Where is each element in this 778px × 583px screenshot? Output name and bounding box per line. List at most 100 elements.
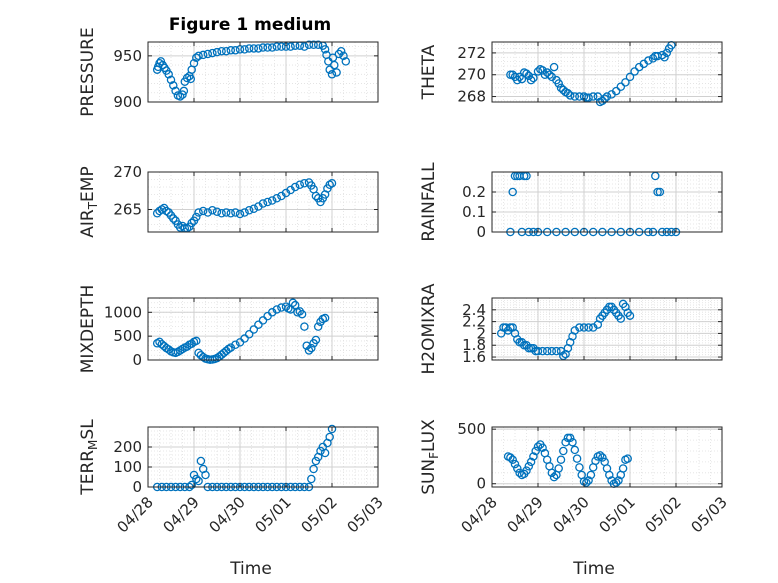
data-point xyxy=(538,66,547,75)
data-point xyxy=(231,340,240,349)
data-point xyxy=(515,72,524,82)
data-point xyxy=(240,208,249,217)
data-point xyxy=(506,453,515,462)
data-point xyxy=(570,445,580,455)
axes-box xyxy=(147,426,379,488)
y-axis-label: TERRMSL xyxy=(78,419,100,496)
data-point xyxy=(625,311,635,320)
subplot-pressure: 900 950 PRESSURE xyxy=(78,27,379,117)
y-tick-label: 272 xyxy=(457,44,486,62)
data-point xyxy=(533,442,543,451)
data-point xyxy=(309,40,318,50)
y-tick-label: 2.4 xyxy=(462,301,486,319)
data-point xyxy=(522,69,531,78)
data-point xyxy=(510,459,520,469)
axes-box xyxy=(491,41,723,103)
data-point xyxy=(524,71,534,81)
data-point xyxy=(327,70,337,79)
data-point xyxy=(575,463,584,472)
data-point xyxy=(653,187,662,197)
data-point xyxy=(249,325,259,334)
data-point xyxy=(192,212,201,222)
data-point xyxy=(655,187,665,197)
data-point xyxy=(506,70,515,79)
axes-box xyxy=(147,297,379,361)
data-point xyxy=(187,218,196,228)
y-tick-label: 2.2 xyxy=(462,313,486,331)
y-axis-label: AIRTEMP xyxy=(78,166,100,237)
data-point xyxy=(332,68,341,77)
data-point xyxy=(267,43,277,52)
y-tick-label: 950 xyxy=(113,47,142,65)
data-point xyxy=(526,457,536,467)
data-point xyxy=(559,446,568,456)
data-point xyxy=(630,67,639,76)
x-axis-label-right: Time xyxy=(572,559,615,579)
axes-box xyxy=(491,426,723,488)
data-point xyxy=(625,72,635,82)
data-point xyxy=(196,456,206,466)
data-point xyxy=(304,346,314,355)
y-axis-label: RAINFALL xyxy=(419,162,439,242)
data-point xyxy=(194,51,203,61)
data-point xyxy=(545,70,554,79)
y-tick-label: 1000 xyxy=(104,303,142,321)
data-point xyxy=(194,476,203,486)
data-point xyxy=(595,451,605,460)
data-point xyxy=(529,73,538,83)
data-point xyxy=(605,470,614,480)
subplot-h2omixra: 1.61.822.22.4 H2OMIXRA xyxy=(419,283,723,375)
data-point xyxy=(325,432,334,442)
data-point xyxy=(327,178,337,188)
data-point xyxy=(575,323,584,332)
axes-box xyxy=(491,297,723,361)
data-point xyxy=(212,207,222,216)
data-point xyxy=(542,346,552,356)
data-point xyxy=(198,50,208,60)
data-point xyxy=(192,53,201,62)
data-point xyxy=(208,205,217,215)
data-point xyxy=(584,476,593,485)
data-point xyxy=(563,89,573,98)
data-point xyxy=(554,79,563,88)
data-point xyxy=(341,57,351,66)
data-point xyxy=(221,208,231,217)
x-tick-label: 04/28 xyxy=(458,493,501,536)
data-point xyxy=(320,448,330,458)
data-point xyxy=(249,204,259,213)
axes-box xyxy=(147,171,379,233)
data-point xyxy=(549,472,559,482)
data-point xyxy=(300,322,309,331)
data-point xyxy=(598,96,607,106)
axes-box xyxy=(491,171,723,233)
data-point xyxy=(522,466,531,475)
data-point xyxy=(272,42,282,51)
y-tick-label: 100 xyxy=(113,458,142,476)
data-point xyxy=(157,205,167,214)
data-point xyxy=(565,91,575,100)
data-point xyxy=(244,329,254,339)
data-point xyxy=(311,335,321,345)
data-point xyxy=(542,68,552,77)
data-point xyxy=(231,208,240,217)
data-point xyxy=(309,464,318,474)
data-point xyxy=(559,351,568,361)
data-point xyxy=(254,320,263,329)
figure-title: Figure 1 medium xyxy=(169,15,331,35)
data-point xyxy=(178,90,187,99)
data-point xyxy=(524,343,534,353)
data-point xyxy=(513,464,522,473)
data-point xyxy=(258,199,268,208)
subplot-air-temp: 265 270 AIRTEMP xyxy=(78,163,379,238)
data-point xyxy=(192,336,201,346)
data-point xyxy=(304,40,314,50)
data-point xyxy=(194,348,203,358)
y-tick-label: 265 xyxy=(113,201,142,219)
data-point xyxy=(552,346,561,356)
data-point xyxy=(226,46,236,55)
data-point xyxy=(591,456,600,466)
y-axis-label: SUNFLUX xyxy=(419,419,441,495)
y-tick-label: 500 xyxy=(113,327,142,345)
y-tick-label: 268 xyxy=(457,88,486,106)
data-point xyxy=(568,438,577,447)
